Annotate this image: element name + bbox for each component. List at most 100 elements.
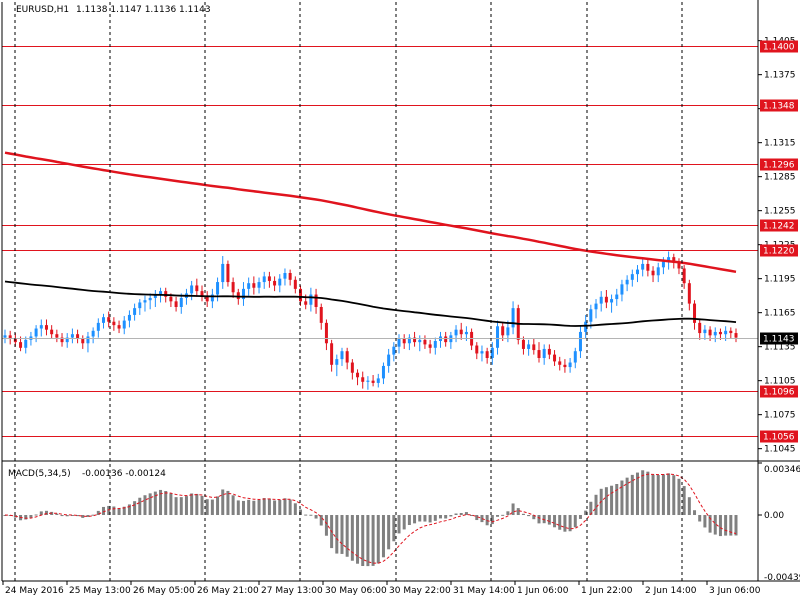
candle-body <box>547 348 551 355</box>
candle-body <box>231 282 235 293</box>
candle-body <box>262 276 266 283</box>
macd-histogram-bar <box>81 515 85 518</box>
candle-body <box>96 322 100 331</box>
candle <box>454 325 458 343</box>
macd-histogram-bar <box>630 474 634 516</box>
macd-histogram-bar <box>304 514 308 516</box>
candle <box>376 373 380 388</box>
candle-body <box>407 337 411 344</box>
macd-histogram-bar <box>29 515 33 518</box>
macd-histogram-bar <box>76 515 80 517</box>
candle-body <box>216 282 220 295</box>
candle <box>3 329 7 344</box>
candle-body <box>682 268 686 284</box>
macd-histogram-bar <box>164 491 168 516</box>
candle-body <box>299 288 303 302</box>
candle-body <box>734 333 738 338</box>
price-level-tag <box>760 99 798 112</box>
macd-histogram-bar <box>345 515 349 557</box>
candle <box>335 354 339 377</box>
candle <box>604 290 608 309</box>
macd-histogram-bar <box>698 515 702 522</box>
macd-label: MACD(5,34,5) <box>8 469 71 479</box>
macd-histogram-bar <box>480 515 484 523</box>
candle <box>288 269 292 286</box>
time-tick-label: 25 May 13:00 <box>69 586 131 596</box>
candle-body <box>687 283 691 304</box>
candle-body <box>309 294 313 305</box>
candle <box>107 311 111 328</box>
macd-histogram-bar <box>340 515 344 554</box>
candle <box>718 328 722 340</box>
candle <box>148 293 152 310</box>
macd-histogram-bar <box>553 515 557 528</box>
price-tick-label: 1.1135 <box>764 343 796 353</box>
macd-histogram-bar <box>273 500 277 516</box>
candle <box>521 336 525 355</box>
candle <box>480 345 484 362</box>
macd-histogram-bar <box>283 498 287 516</box>
macd-histogram-bar <box>148 493 152 516</box>
candle <box>734 328 738 343</box>
candle-body <box>366 380 370 382</box>
candle <box>682 265 686 289</box>
macd-histogram-bar <box>558 515 562 530</box>
macd-histogram-bar <box>262 498 266 516</box>
candle <box>485 347 489 364</box>
price-level-tag <box>760 158 798 171</box>
candle <box>490 342 494 365</box>
macd-histogram-bar <box>444 515 448 519</box>
candle <box>195 278 199 297</box>
candle <box>459 322 463 340</box>
price-tick-label: 1.1165 <box>764 309 796 319</box>
macd-histogram-bar <box>247 499 251 516</box>
macd-histogram-bar <box>3 515 7 517</box>
candle <box>34 325 38 343</box>
candle <box>687 279 691 311</box>
macd-histogram-bar <box>475 515 479 521</box>
candle-body <box>651 270 655 276</box>
macd-histogram-bar <box>200 495 204 516</box>
macd-histogram-bar <box>174 497 178 516</box>
macd-histogram-bar <box>547 515 551 525</box>
macd-histogram-bar <box>293 503 297 516</box>
candle-body <box>542 348 546 358</box>
candle-body <box>677 262 681 269</box>
candle-body <box>330 343 334 365</box>
candle-body <box>661 261 665 268</box>
candle <box>698 319 702 340</box>
candle-body <box>413 337 417 343</box>
candle-body <box>594 303 598 310</box>
macd-histogram-bar <box>573 515 577 528</box>
candle-body <box>335 359 339 365</box>
candle-body <box>376 378 380 383</box>
current-price-tag <box>760 332 798 345</box>
macd-histogram-bar <box>231 495 235 516</box>
price-level-tag <box>760 244 798 257</box>
macd-histogram-bar <box>610 485 614 516</box>
candle <box>392 342 396 362</box>
macd-histogram-bar <box>122 506 126 516</box>
macd-histogram-bar <box>387 515 391 550</box>
candle <box>381 362 385 385</box>
macd-histogram-bar <box>537 515 541 524</box>
candle-body <box>387 354 391 366</box>
macd-histogram-bar <box>381 515 385 558</box>
candle-body <box>724 330 728 335</box>
macd-histogram-bar <box>724 515 728 536</box>
candle-body <box>356 372 360 378</box>
macd-histogram-bar <box>485 515 489 526</box>
macd-histogram-bar <box>153 491 157 516</box>
candle <box>278 274 282 293</box>
candle <box>314 288 318 314</box>
macd-histogram-bar <box>708 515 712 533</box>
candle <box>589 304 593 329</box>
candle-body <box>615 294 619 300</box>
candle <box>433 337 437 355</box>
candle <box>324 319 328 351</box>
price-tick-label: 1.1075 <box>764 411 796 421</box>
candle-body <box>195 285 199 292</box>
candle-body <box>464 331 468 335</box>
macd-histogram-bar <box>252 500 256 516</box>
candle-body <box>573 351 577 363</box>
